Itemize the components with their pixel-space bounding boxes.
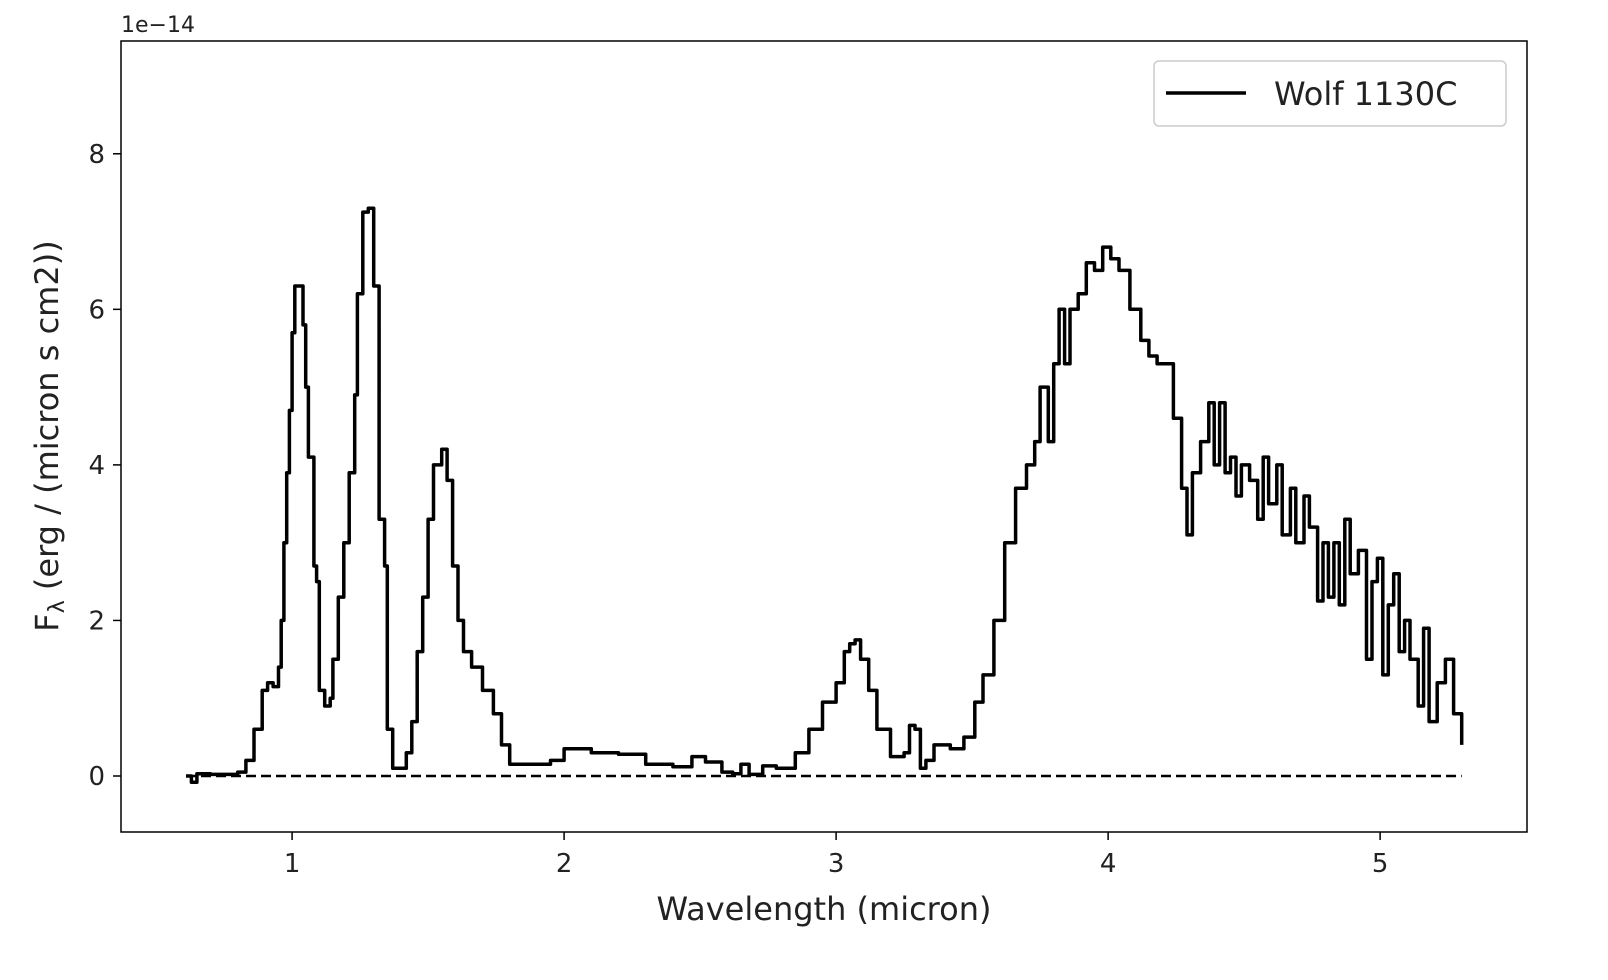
axes-frame — [120, 40, 1528, 833]
x-tick-label: 3 — [828, 849, 845, 879]
x-axis-label: Wavelength (micron) — [657, 890, 992, 928]
x-tick-label: 2 — [556, 849, 573, 879]
y-tick-label: 4 — [88, 451, 105, 481]
x-tick-label: 4 — [1100, 849, 1117, 879]
y-tick-label: 2 — [88, 606, 105, 636]
legend-label-wolf-1130c: Wolf 1130C — [1274, 75, 1457, 113]
y-offset-text: 1e−14 — [121, 13, 195, 38]
legend: Wolf 1130C — [1153, 60, 1507, 127]
y-axis-label: Fλ (erg / (micron s cm2)) — [28, 240, 70, 631]
x-tick-label: 1 — [284, 849, 301, 879]
series-line-wolf-1130c — [186, 206, 1464, 784]
y-tick-label: 6 — [88, 295, 105, 325]
y-tick-label: 0 — [88, 762, 105, 792]
legend-box — [1153, 60, 1507, 127]
y-tick-label: 8 — [88, 140, 105, 170]
x-tick-label: 5 — [1372, 849, 1389, 879]
